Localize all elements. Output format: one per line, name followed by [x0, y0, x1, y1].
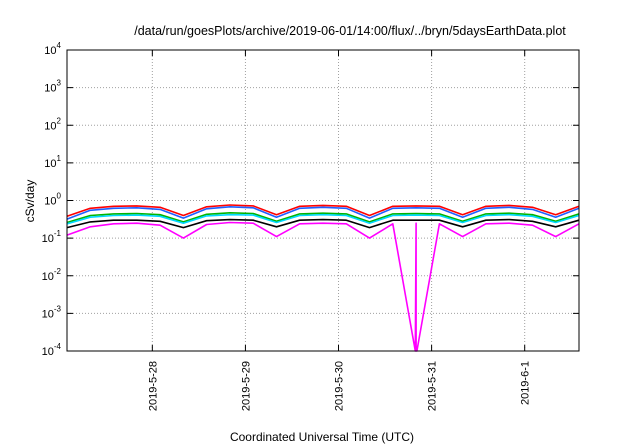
x-axis-label: Coordinated Universal Time (UTC) — [230, 430, 414, 444]
y-tick-label: 100 — [44, 192, 61, 208]
y-tick-label: 104 — [44, 41, 61, 57]
y-axis-label: cSv/day — [23, 180, 37, 223]
y-tick-label: 10-1 — [42, 229, 62, 245]
x-axis: 2019-5-28 2019-5-29 2019-5-30 2019-5-31 2019… — [147, 50, 532, 411]
y-tick-label: 103 — [44, 79, 61, 95]
series-layer — [66, 204, 580, 352]
y-tick-label: 102 — [44, 116, 61, 132]
series-line-5 — [66, 218, 580, 229]
x-tick-label: 2019-6-1 — [520, 361, 532, 405]
x-tick-label: 2019-5-30 — [334, 361, 346, 411]
x-tick-label: 2019-5-29 — [240, 361, 252, 411]
series-line-2 — [66, 206, 580, 220]
y-tick-label: 10-4 — [42, 342, 62, 358]
y-tick-label: 10-3 — [42, 304, 62, 320]
series-line-6 — [66, 221, 580, 352]
grid-lines — [67, 50, 579, 351]
chart-title: /data/run/goesPlots/archive/2019-06-01/1… — [134, 24, 566, 38]
series-line-1 — [66, 204, 580, 218]
y-tick-label: 101 — [44, 154, 61, 170]
series-line-3 — [66, 212, 580, 224]
x-tick-label: 2019-5-28 — [147, 361, 159, 411]
y-tick-label: 10-2 — [42, 267, 62, 283]
y-axis: 10-4 10-3 10-2 10-1 100 101 102 103 104 — [42, 41, 579, 358]
x-tick-label: 2019-5-31 — [427, 361, 439, 411]
series-line-4 — [66, 213, 580, 225]
